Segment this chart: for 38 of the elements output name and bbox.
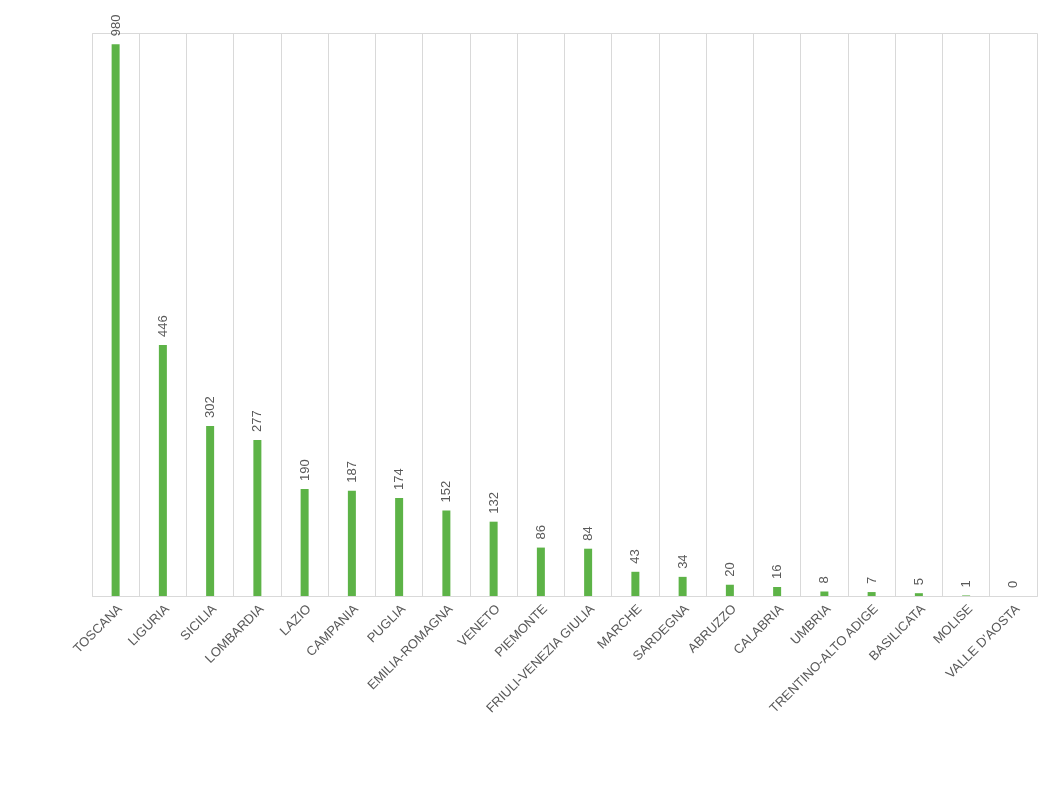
data-label: 7 <box>863 576 879 585</box>
bar <box>158 344 167 596</box>
bar <box>631 571 640 596</box>
bar <box>820 591 829 596</box>
bar <box>678 576 687 596</box>
bar <box>914 593 923 596</box>
bar <box>725 584 734 596</box>
bar <box>206 425 215 596</box>
bar <box>867 592 876 596</box>
bar <box>111 44 120 596</box>
data-label: 190 <box>296 459 312 482</box>
bar <box>253 440 262 596</box>
data-label: 43 <box>627 549 643 564</box>
data-label: 277 <box>249 410 265 433</box>
bar <box>584 548 593 596</box>
data-label: 152 <box>438 480 454 503</box>
data-label: 5 <box>910 577 926 586</box>
bar <box>773 586 782 596</box>
data-label: 20 <box>721 562 737 577</box>
bar <box>300 489 309 596</box>
data-label: 132 <box>485 491 501 514</box>
data-label: 8 <box>816 576 832 584</box>
data-label: 302 <box>202 396 218 418</box>
data-label: 16 <box>769 564 785 579</box>
bar <box>536 547 545 596</box>
data-label: 174 <box>391 468 407 491</box>
data-label: 34 <box>674 554 690 569</box>
data-label: 0 <box>1005 580 1021 588</box>
data-label: 1 <box>958 580 974 588</box>
bar <box>489 521 498 596</box>
bar <box>442 510 451 596</box>
data-label: 84 <box>580 526 596 541</box>
data-label: 446 <box>154 315 170 337</box>
bar <box>395 498 404 596</box>
bar <box>347 490 356 596</box>
data-label: 86 <box>532 525 548 540</box>
data-label: 980 <box>107 14 123 37</box>
data-label: 187 <box>343 461 359 483</box>
